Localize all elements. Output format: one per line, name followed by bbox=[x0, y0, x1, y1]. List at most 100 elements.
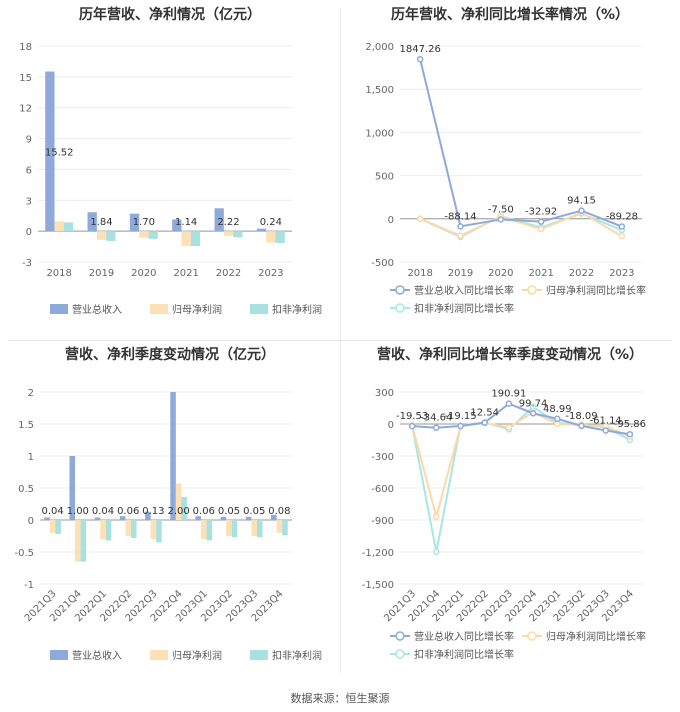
data-point bbox=[416, 215, 424, 223]
legend-marker bbox=[395, 649, 405, 659]
y-tick-label: 0 bbox=[28, 516, 34, 527]
x-tick-label: 2019 bbox=[448, 268, 473, 279]
y-tick-label: -300 bbox=[371, 452, 394, 463]
data-label: 1.70 bbox=[133, 217, 155, 228]
bar bbox=[106, 231, 116, 241]
bar bbox=[105, 520, 112, 541]
panel-annual-revenue-profit: 历年营收、净利情况（亿元） 18 15 12 9 6 3 0 -3 2018 2019 2020 20… bbox=[0, 0, 340, 340]
bar bbox=[256, 520, 263, 538]
data-label: 2.00 bbox=[167, 506, 189, 517]
bar bbox=[150, 520, 157, 540]
data-point bbox=[537, 225, 545, 233]
x-tick-label: 2018 bbox=[407, 268, 432, 279]
bar bbox=[119, 516, 126, 520]
x-tick-label: 2020 bbox=[488, 268, 513, 279]
data-label: 0.04 bbox=[92, 506, 114, 517]
legend-label: 归母净利润同比增长率 bbox=[546, 284, 646, 297]
data-label: 2.22 bbox=[217, 217, 239, 228]
bar bbox=[181, 496, 187, 520]
bar bbox=[96, 231, 107, 240]
data-point bbox=[457, 223, 464, 230]
x-tick-label: 2020 bbox=[131, 268, 156, 279]
y-tick-label: 0 bbox=[388, 215, 394, 226]
data-label: 99.74 bbox=[519, 398, 548, 409]
x-tick-label: 2019 bbox=[89, 268, 114, 279]
bar bbox=[175, 483, 182, 520]
y-tick-label: -1 bbox=[24, 580, 34, 591]
legend-label: 扣非净利润 bbox=[272, 303, 322, 316]
bar bbox=[75, 520, 81, 562]
bar bbox=[45, 71, 55, 232]
bar bbox=[44, 517, 50, 520]
legend-swatch bbox=[150, 650, 168, 660]
x-tick-label: 2021 bbox=[173, 268, 198, 279]
y-tick-label: 0 bbox=[388, 420, 394, 431]
data-label: 190.91 bbox=[491, 389, 526, 400]
data-point bbox=[433, 548, 440, 556]
y-tick-label: 2 bbox=[28, 388, 34, 399]
data-point bbox=[537, 218, 545, 225]
y-tick-label: -1,200 bbox=[362, 548, 394, 559]
y-tick-label: 0 bbox=[26, 227, 32, 238]
data-point bbox=[457, 232, 464, 239]
legend-label: 归母净利润 bbox=[172, 303, 222, 316]
data-point bbox=[505, 423, 513, 431]
data-label: 15.52 bbox=[45, 147, 74, 158]
legend-label: 营业总收入 bbox=[72, 303, 122, 316]
x-tick-label: 2023 bbox=[258, 268, 283, 279]
bar bbox=[195, 516, 202, 520]
data-point bbox=[554, 415, 561, 423]
legend-label: 扣非净利润同比增长率 bbox=[414, 648, 514, 661]
data-label: 1847.26 bbox=[399, 44, 440, 55]
data-point bbox=[505, 400, 513, 407]
data-label: 0.13 bbox=[142, 506, 164, 517]
data-label: 1.00 bbox=[67, 506, 89, 517]
legend-marker bbox=[395, 631, 405, 641]
bar bbox=[206, 520, 213, 541]
bar bbox=[63, 222, 74, 232]
series-line bbox=[411, 411, 631, 521]
horizontal-divider bbox=[8, 340, 672, 341]
bar bbox=[145, 511, 151, 520]
legend-marker bbox=[527, 285, 537, 295]
bar bbox=[275, 231, 285, 243]
data-point bbox=[602, 427, 609, 434]
bar bbox=[80, 520, 87, 562]
legend-marker bbox=[395, 285, 405, 295]
data-point bbox=[433, 424, 440, 431]
data-point bbox=[626, 430, 634, 438]
series-line bbox=[419, 211, 623, 237]
data-label: 0.05 bbox=[218, 506, 240, 517]
data-label: -88.14 bbox=[444, 211, 476, 222]
y-tick-label: 300 bbox=[375, 388, 394, 399]
bar bbox=[148, 231, 158, 239]
chart-title: 历年营收、净利情况（亿元） bbox=[79, 7, 261, 23]
y-tick-label: -3 bbox=[22, 258, 32, 269]
data-point bbox=[408, 422, 416, 430]
y-tick-label: 3 bbox=[26, 196, 32, 207]
data-point bbox=[457, 422, 464, 430]
y-tick-label: 18 bbox=[19, 42, 32, 53]
chart-title: 营收、净利季度变动情况（亿元） bbox=[65, 347, 275, 363]
x-tick-label: 2021 bbox=[528, 268, 553, 279]
data-label: 94.15 bbox=[567, 196, 596, 207]
legend-marker bbox=[395, 303, 405, 313]
legend-swatch bbox=[250, 650, 268, 660]
data-label: -19.15 bbox=[444, 411, 476, 422]
x-tick-label: 2022 bbox=[216, 268, 241, 279]
legend-marker bbox=[527, 631, 537, 641]
data-source-note: 数据来源：恒生聚源 bbox=[290, 692, 390, 705]
data-label: 0.04 bbox=[41, 506, 63, 517]
data-point bbox=[433, 513, 440, 521]
series-line bbox=[412, 402, 631, 436]
y-tick-label: 500 bbox=[375, 172, 394, 183]
bar bbox=[201, 520, 207, 540]
bar bbox=[226, 520, 232, 536]
data-point bbox=[618, 223, 626, 230]
y-tick-label: 12 bbox=[19, 104, 32, 115]
y-tick-label: 1,000 bbox=[365, 128, 394, 139]
data-label: 0.05 bbox=[243, 506, 265, 517]
bar bbox=[256, 228, 267, 232]
bar bbox=[69, 456, 76, 520]
legend-swatch bbox=[250, 304, 268, 314]
